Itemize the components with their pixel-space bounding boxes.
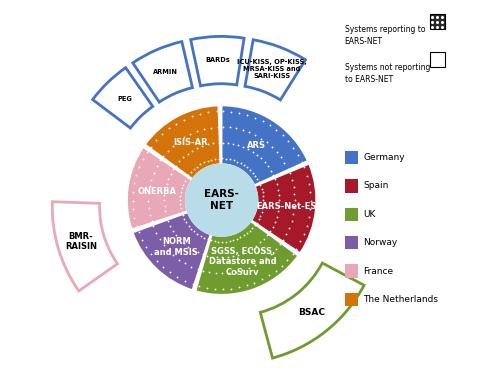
Wedge shape (132, 212, 210, 290)
Text: ARS: ARS (248, 141, 266, 150)
Text: Norway: Norway (364, 238, 398, 247)
Text: ISIS-AR: ISIS-AR (174, 138, 208, 147)
Text: ICU-KISS, OP-KISS,
MRSA-KISS and
SARI-KISS: ICU-KISS, OP-KISS, MRSA-KISS and SARI-KI… (237, 59, 306, 80)
Circle shape (186, 164, 258, 236)
Bar (344, 151, 358, 164)
Wedge shape (92, 68, 153, 128)
Wedge shape (190, 36, 244, 86)
Wedge shape (196, 221, 298, 295)
Wedge shape (222, 105, 308, 185)
Bar (344, 236, 358, 249)
Bar (344, 293, 358, 306)
Bar (344, 208, 358, 221)
Wedge shape (245, 40, 306, 100)
Text: BARDs: BARDs (206, 57, 231, 63)
Text: ONERBA: ONERBA (138, 186, 176, 196)
Wedge shape (260, 263, 364, 358)
Text: UK: UK (364, 210, 376, 219)
Text: The Netherlands: The Netherlands (364, 295, 438, 304)
Bar (430, 52, 445, 67)
Text: NORM
and MSIS: NORM and MSIS (154, 237, 198, 257)
Bar (344, 264, 358, 278)
Text: ARMIN: ARMIN (154, 69, 178, 74)
Text: EARS-Net-ES: EARS-Net-ES (256, 202, 317, 211)
Text: BSAC: BSAC (298, 308, 324, 317)
Text: France: France (364, 267, 394, 276)
Text: Systems not reporting
to EARS-NET: Systems not reporting to EARS-NET (344, 63, 430, 84)
Text: Spain: Spain (364, 181, 389, 190)
Text: PEG: PEG (117, 96, 132, 102)
Wedge shape (133, 42, 192, 102)
Wedge shape (52, 202, 118, 291)
Wedge shape (252, 164, 316, 253)
Text: SGSS, ECOSS,
Datastore and
CoSurv: SGSS, ECOSS, Datastore and CoSurv (209, 247, 276, 277)
Text: Germany: Germany (364, 153, 405, 162)
Wedge shape (145, 105, 220, 179)
Text: EARS-
NET: EARS- NET (204, 189, 239, 211)
Bar (344, 179, 358, 193)
Text: BMR-
RAISIN: BMR- RAISIN (65, 232, 97, 251)
Bar (430, 14, 445, 29)
Text: Systems reporting to
EARS-NET: Systems reporting to EARS-NET (344, 25, 425, 46)
Wedge shape (127, 147, 192, 229)
